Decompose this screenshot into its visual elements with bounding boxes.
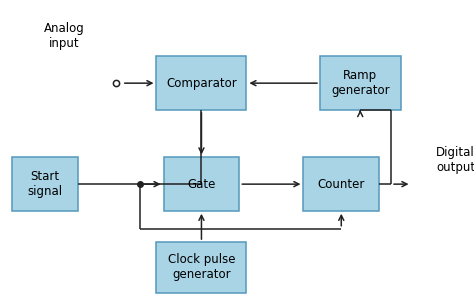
FancyBboxPatch shape: [320, 56, 401, 110]
Text: Gate: Gate: [187, 178, 216, 191]
Text: Start
signal: Start signal: [27, 170, 63, 198]
Text: Clock pulse
generator: Clock pulse generator: [168, 253, 235, 281]
FancyBboxPatch shape: [164, 157, 239, 211]
FancyBboxPatch shape: [303, 157, 379, 211]
Text: Comparator: Comparator: [166, 77, 237, 90]
Text: Digital
output: Digital output: [436, 146, 474, 174]
FancyBboxPatch shape: [12, 157, 78, 211]
Text: Counter: Counter: [318, 178, 365, 191]
Text: Analog
input: Analog input: [44, 22, 84, 50]
FancyBboxPatch shape: [156, 56, 246, 110]
FancyBboxPatch shape: [156, 242, 246, 293]
Text: Ramp
generator: Ramp generator: [331, 69, 390, 97]
